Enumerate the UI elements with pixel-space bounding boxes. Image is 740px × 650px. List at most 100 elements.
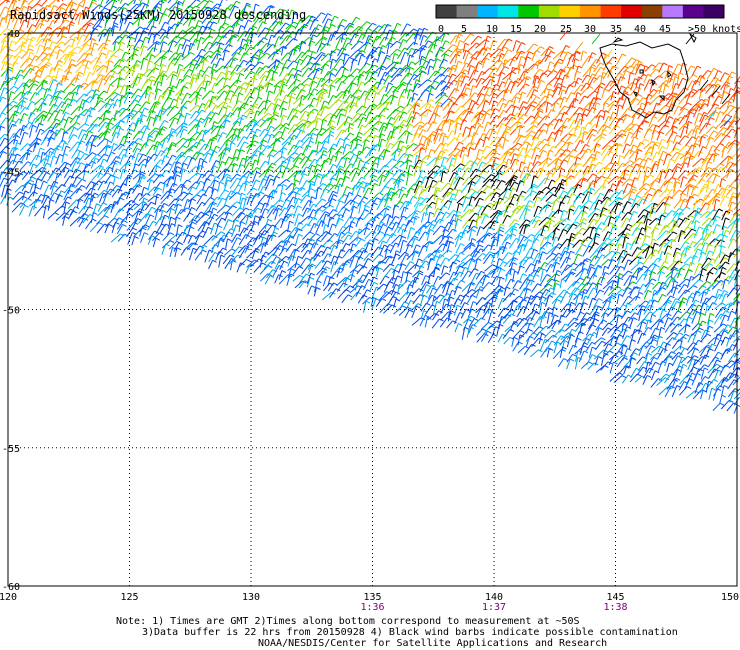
wind-barb [19,132,25,145]
wind-barb-flag [128,207,134,211]
wind-barb [266,117,274,130]
wind-barb [382,24,388,34]
wind-barb-flag [283,260,289,264]
wind-barb [410,238,416,249]
wind-barb-flag [119,208,125,212]
wind-barb [195,73,199,83]
wind-barb [19,161,29,172]
wind-barb [393,298,397,308]
wind-barb [211,121,215,131]
wind-barb-flag [241,192,246,196]
wind-barb [69,85,79,96]
wind-barb [420,176,426,186]
wind-barb [175,29,183,39]
wind-barb-flag [342,52,347,56]
wind-barb-flag [390,116,396,120]
wind-barb [258,168,269,178]
wind-barb [341,225,350,234]
wind-barb [287,221,291,233]
wind-barb [35,87,43,96]
wind-barb-flag [386,54,391,58]
wind-barb-flag [365,161,370,165]
wind-barb-flag [457,60,463,64]
wind-barb [446,320,453,329]
wind-barb [355,132,360,142]
wind-barb-flag [221,71,226,75]
wind-barb-flag [373,281,379,285]
wind-barb-flag [345,175,350,179]
wind-barb [74,178,83,188]
wind-barb-flag [89,22,94,26]
wind-barb-flag [29,17,34,21]
wind-barb [168,240,178,250]
wind-barb [349,26,360,36]
wind-barb [447,296,451,308]
wind-barb-flag [85,66,90,70]
wind-barb-flag [41,102,47,106]
wind-barb-flag [445,211,451,215]
wind-barb [175,79,181,89]
wind-barb-flag [195,38,200,42]
wind-barb [309,18,315,31]
wind-barb-flag [459,177,465,181]
wind-barb [238,227,245,237]
wind-barb [365,49,374,60]
wind-barb [209,3,218,12]
wind-barb [386,42,390,55]
wind-barb [350,118,358,126]
wind-barb [384,244,390,253]
wind-barb-flag [9,48,14,52]
wind-barb-flag [63,27,68,31]
wind-barb-flag [418,270,424,274]
wind-barb [307,180,312,194]
wind-barb [187,43,192,55]
wind-barb-flag [397,226,403,230]
wind-barb-flag [357,138,362,142]
wind-barb [398,186,403,199]
wind-barb-flag [250,70,256,74]
wind-barb [153,150,162,162]
wind-barb-flag [142,201,148,205]
wind-barb [34,114,44,124]
wind-barb-flag [444,53,450,57]
wind-barb [454,265,461,276]
wind-barb-flag [393,166,399,169]
wind-barb [413,180,420,194]
wind-barb-flag [54,212,59,216]
wind-barb [355,217,360,228]
wind-barb [454,189,459,199]
wind-barb [425,205,429,217]
wind-barb [19,113,25,124]
wind-barb-flag [157,187,163,191]
wind-barb [336,277,346,287]
wind-barb [286,86,296,97]
wind-barb [208,77,213,86]
wind-barb [362,272,369,283]
wind-barb-flag [65,145,71,149]
wind-barb [301,264,310,275]
wind-barb [84,187,92,197]
wind-barb-flag [252,120,258,124]
wind-barb-flag [311,164,317,168]
wind-barb [454,50,459,64]
wind-barb [201,129,206,141]
wind-barb-flag [254,123,259,127]
wind-barb [301,250,309,260]
wind-barb [285,74,293,85]
wind-barb [299,40,303,52]
wind-barb [161,155,166,165]
wind-barb [278,66,285,77]
wind-barb-flag [443,265,449,269]
wind-barb [301,15,310,24]
wind-barb [188,91,196,99]
wind-barb-flag [61,101,67,105]
wind-barb-flag [58,60,64,63]
wind-barb-flag [163,202,169,206]
wind-barb [417,79,428,89]
wind-barb [5,86,15,94]
wind-barb [375,261,380,272]
wind-barb [26,44,30,55]
wind-barb-flag [212,207,218,211]
wind-barb [362,258,369,269]
wind-barb [278,101,285,110]
